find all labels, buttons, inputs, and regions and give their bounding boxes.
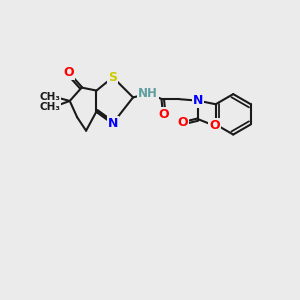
Text: O: O [63,66,74,79]
Text: N: N [108,117,118,130]
Text: CH₃: CH₃ [39,102,60,112]
Text: NH: NH [138,87,158,100]
Text: S: S [108,71,117,84]
Text: CH₃: CH₃ [39,92,60,101]
Text: N: N [193,94,203,107]
Text: O: O [209,119,220,132]
Text: O: O [158,108,169,121]
Text: O: O [178,116,188,129]
